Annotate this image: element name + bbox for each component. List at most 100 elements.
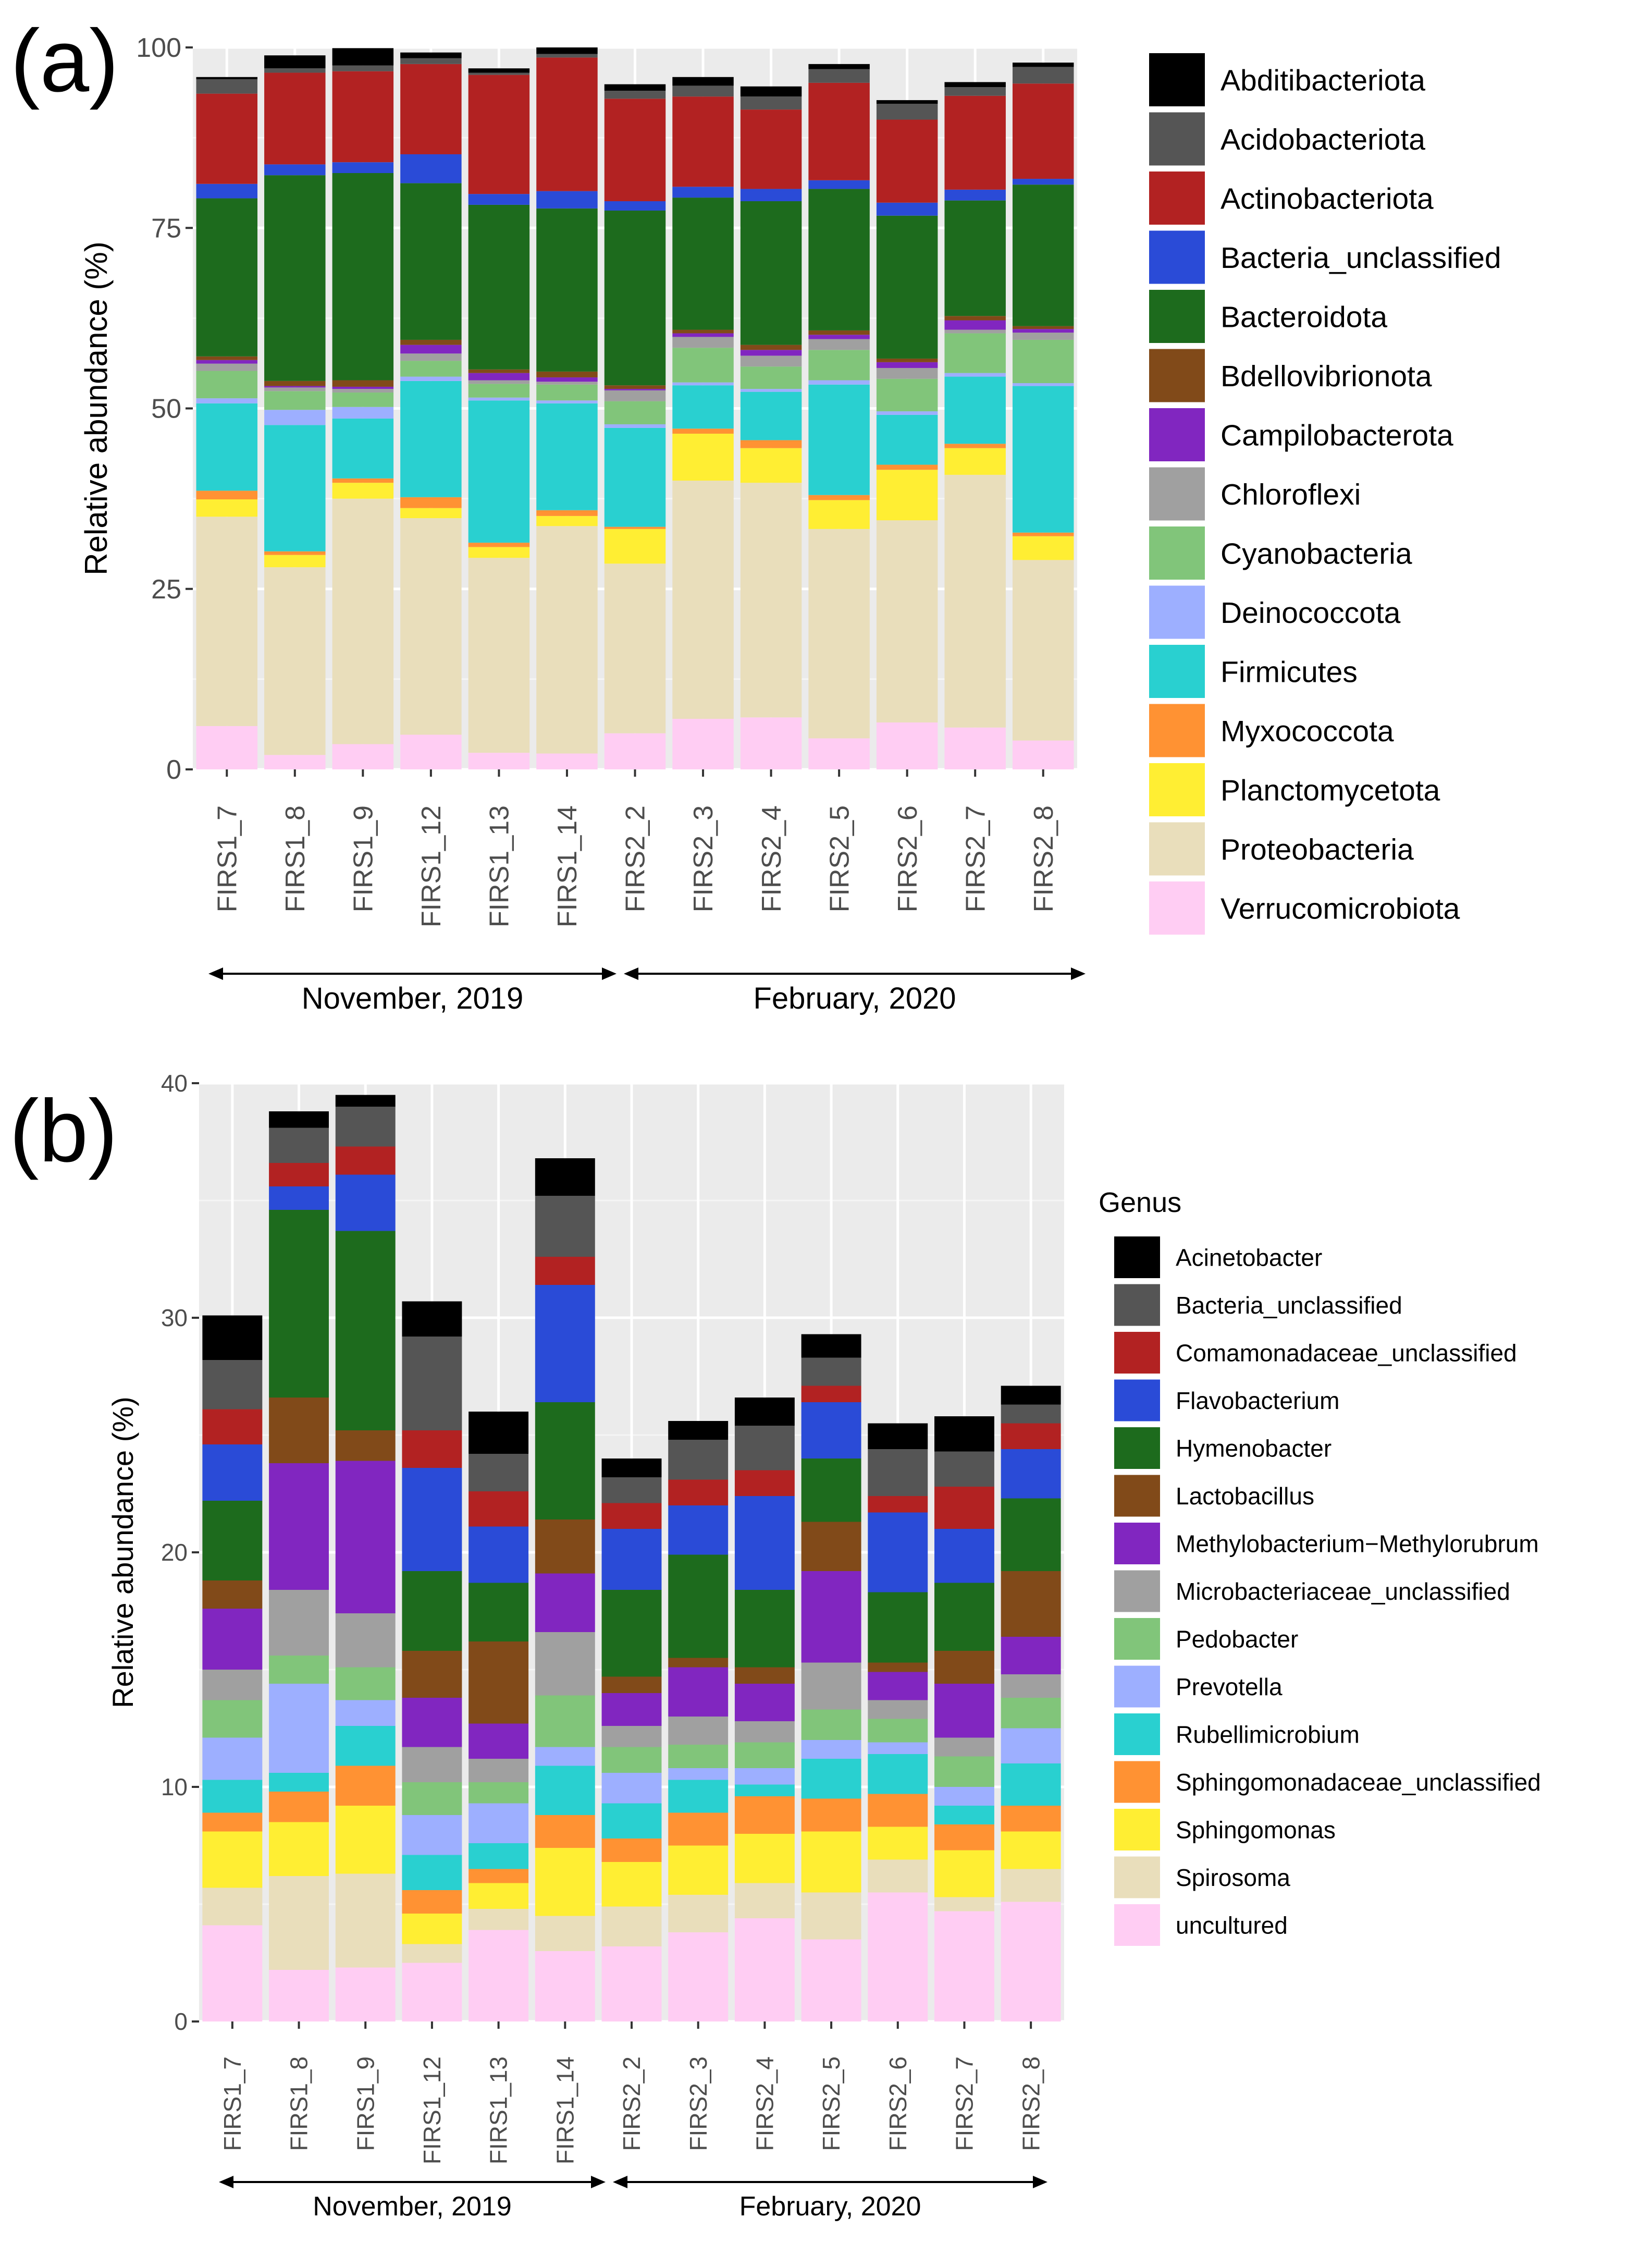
bar-segment xyxy=(196,726,258,769)
bar-segment xyxy=(876,464,938,470)
bar-segment xyxy=(734,1398,795,1426)
legend-swatch xyxy=(1149,585,1205,639)
bar-segment xyxy=(808,529,870,739)
bar-segment xyxy=(469,1843,529,1869)
y-tick-label: 30 xyxy=(161,1304,188,1331)
bar-segment xyxy=(400,52,462,58)
bar-segment xyxy=(1012,339,1074,384)
bar-segment xyxy=(1001,1902,1061,2021)
group-arrow-head-left xyxy=(219,2176,233,2188)
bar-segment xyxy=(1001,1423,1061,1449)
bar-segment xyxy=(604,424,666,428)
bar-segment xyxy=(934,1416,994,1452)
bar-segment xyxy=(332,744,394,769)
x-tick-label: FIRS2_3 xyxy=(688,805,719,912)
bar-segment xyxy=(604,385,666,389)
bar-segment xyxy=(604,401,666,424)
bar-segment xyxy=(934,1651,994,1684)
bar-segment xyxy=(672,198,734,330)
bar-segment xyxy=(332,407,394,419)
bar-segment xyxy=(734,1768,795,1785)
bar-segment xyxy=(604,201,666,211)
bar-segment xyxy=(876,411,938,415)
bar-segment xyxy=(1001,1806,1061,1832)
bar-segment xyxy=(1012,560,1074,741)
bar-segment xyxy=(740,109,802,189)
bar-segment xyxy=(269,1792,329,1822)
bar-segment xyxy=(335,1700,396,1726)
bar-segment xyxy=(1001,1674,1061,1698)
x-tick-label: FIRS1_9 xyxy=(349,805,379,912)
bar-segment xyxy=(668,1505,729,1555)
group-arrow-head-right xyxy=(602,967,617,980)
bar-segment xyxy=(801,1357,861,1386)
bar-segment xyxy=(668,1768,729,1780)
legend-swatch xyxy=(1114,1856,1160,1898)
bar-segment xyxy=(740,391,802,440)
bar-segment xyxy=(202,1737,263,1780)
legend-title: Genus xyxy=(1099,1187,1181,1218)
bar-segment xyxy=(400,339,462,345)
bar-segment xyxy=(264,164,326,176)
bar-segment xyxy=(335,1667,396,1700)
bar-segment xyxy=(672,337,734,348)
bar-segment xyxy=(332,478,394,483)
bar-segment xyxy=(535,1747,595,1766)
bar-segment xyxy=(535,1951,595,2021)
bar-segment xyxy=(672,333,734,337)
bar-segment xyxy=(536,377,598,382)
bar-segment xyxy=(535,1573,595,1632)
legend-label: Campilobacterota xyxy=(1220,419,1453,452)
bar-segment xyxy=(400,345,462,354)
group-arrow-head-right xyxy=(1071,967,1086,980)
bar-segment xyxy=(332,65,394,71)
legend-label: Verrucomicrobiota xyxy=(1220,892,1460,926)
bar-segment xyxy=(335,1766,396,1806)
bar-segment xyxy=(269,1970,329,2021)
bar-segment xyxy=(740,389,802,392)
bar-segment xyxy=(801,1334,861,1358)
bar-segment xyxy=(934,1451,994,1487)
bar-segment xyxy=(1001,1869,1061,1902)
bar-segment xyxy=(196,363,258,371)
bar-segment xyxy=(402,1890,462,1914)
bar-segment xyxy=(808,335,870,339)
bar-segment xyxy=(335,1146,396,1175)
x-tick-label: FIRS2_5 xyxy=(824,805,855,912)
bar-segment xyxy=(944,444,1006,448)
bar-segment xyxy=(944,333,1006,373)
bar-segment xyxy=(535,1158,595,1196)
group-arrow-head-right xyxy=(1033,2176,1047,2188)
bar-segment xyxy=(601,1693,662,1726)
bar-segment xyxy=(469,1723,529,1759)
bar-segment xyxy=(801,1522,861,1571)
bar-segment xyxy=(335,1967,396,2021)
legend-swatch xyxy=(1149,53,1205,106)
bar-segment xyxy=(734,1426,795,1470)
bar-segment xyxy=(196,517,258,726)
bar-segment xyxy=(264,55,326,69)
bar-segment xyxy=(402,1944,462,1963)
bar-segment xyxy=(876,414,938,465)
bar-segment xyxy=(801,1459,861,1522)
bar-segment xyxy=(535,1632,595,1696)
bar-segment xyxy=(734,1496,795,1590)
bar-segment xyxy=(1012,536,1074,560)
bar-segment xyxy=(536,54,598,58)
bar-segment xyxy=(601,1946,662,2021)
bar-segment xyxy=(400,376,462,381)
bar-segment xyxy=(536,371,598,377)
bar-segment xyxy=(269,1111,329,1128)
x-tick-label: FIRS2_2 xyxy=(618,2056,645,2151)
bar-segment xyxy=(668,1895,729,1932)
bar-segment xyxy=(868,1496,928,1513)
legend-label: Planctomycetota xyxy=(1220,774,1440,807)
bar-segment xyxy=(202,1444,263,1501)
legend-swatch xyxy=(1149,171,1205,225)
bar-segment xyxy=(734,1667,795,1684)
bar-segment xyxy=(332,173,394,381)
bar-segment xyxy=(668,1440,729,1480)
bar-segment xyxy=(202,1501,263,1580)
bar-segment xyxy=(535,1695,595,1747)
bar-segment xyxy=(269,1210,329,1398)
